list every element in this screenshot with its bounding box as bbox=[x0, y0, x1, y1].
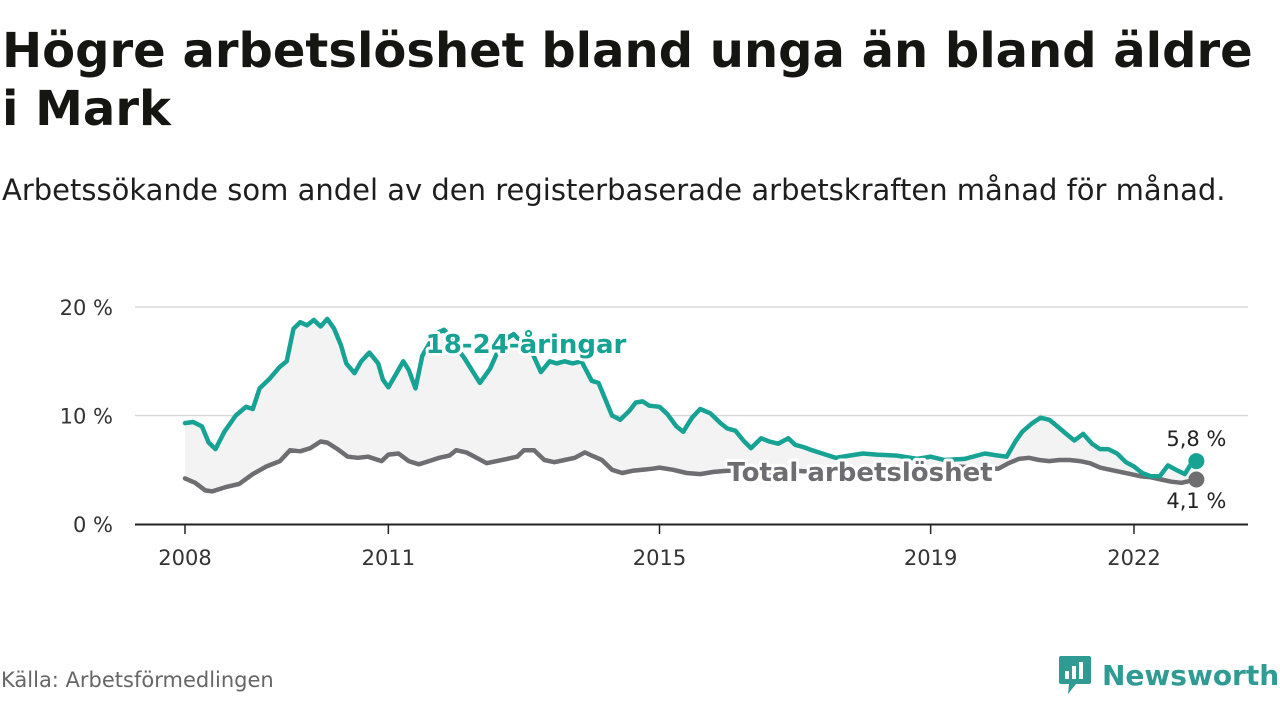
area-between-series bbox=[185, 318, 1197, 492]
x-tick-label: 2022 bbox=[1107, 546, 1160, 570]
series-line-total bbox=[182, 439, 1199, 494]
label-layer: 18-24-åringar Total arbetslöshet 5,8 % 4,1 … bbox=[423, 325, 1230, 516]
end-label-youth: 5,8 % bbox=[1166, 427, 1226, 451]
x-tick-label: 2019 bbox=[904, 546, 957, 570]
source-note: Källa: Arbetsförmedlingen bbox=[1, 668, 274, 692]
x-ticks-layer: 2008 2011 2015 2019 2022 bbox=[158, 524, 1161, 570]
end-label-total: 4,1 % bbox=[1166, 489, 1226, 513]
youth-end-point bbox=[1188, 453, 1205, 470]
y-tick-label: 0 % bbox=[73, 513, 113, 537]
series-label-total: Total arbetslöshet bbox=[727, 458, 992, 488]
series-line-youth bbox=[182, 316, 1199, 479]
line-chart: 0 % 10 % 20 % 2008 2011 2015 2019 2022 18-24-å… bbox=[60, 296, 1248, 570]
newsworthy-logo-text: Newsworthy bbox=[1102, 658, 1280, 692]
series-label-youth: 18-24-åringar bbox=[426, 328, 627, 360]
x-tick-label: 2011 bbox=[362, 546, 415, 570]
x-tick-label: 2008 bbox=[158, 546, 211, 570]
y-tick-label: 20 % bbox=[60, 296, 113, 320]
newsworthy-logo-icon bbox=[1059, 656, 1091, 694]
x-tick-label: 2015 bbox=[633, 546, 686, 570]
series-layer bbox=[182, 316, 1205, 494]
y-tick-label: 10 % bbox=[60, 405, 113, 429]
newsworthy-logo[interactable]: Newsworthy bbox=[1058, 654, 1280, 696]
chart-subtitle: Arbetssökande som andel av den registerb… bbox=[2, 173, 1226, 207]
chart-title: Högre arbetslöshet bland unga än bland ä… bbox=[2, 23, 1253, 137]
total-end-point bbox=[1188, 471, 1205, 488]
